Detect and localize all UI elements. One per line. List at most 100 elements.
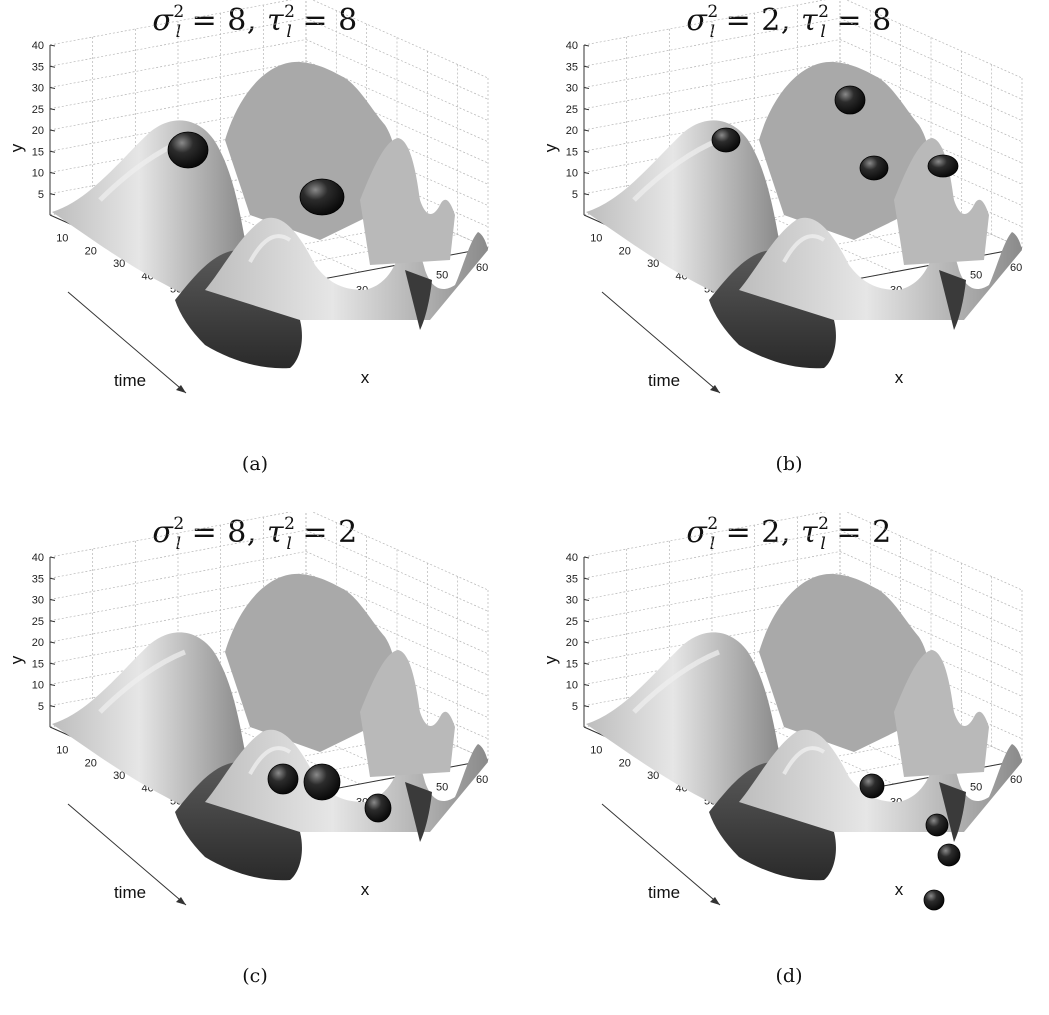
blob-marker xyxy=(711,127,741,153)
x-tick-label: 60 xyxy=(1010,774,1022,786)
y-tick-label: 30 xyxy=(566,595,578,607)
blob-marker xyxy=(834,85,866,115)
surface xyxy=(586,61,1022,369)
y-tick-label: 20 xyxy=(566,125,578,137)
blobs xyxy=(167,131,345,216)
y-tick-label: 40 xyxy=(566,40,578,52)
panel-title: σ2l = 2, τ2l = 8 xyxy=(686,2,892,42)
y-tick-label: 10 xyxy=(32,168,44,180)
blob-marker xyxy=(859,773,885,799)
y-tick-label: 25 xyxy=(32,616,44,628)
y-tick-label: 5 xyxy=(38,189,44,201)
y-tick-label: 10 xyxy=(32,680,44,692)
time-arrow-head xyxy=(176,385,186,393)
blob-marker xyxy=(927,154,959,178)
panel-caption: (d) xyxy=(775,965,803,987)
panel-a: σ2l = 8, τ2l = 8 5 10 15 20 25 30 35 40 10 20 30 40… xyxy=(0,0,510,495)
time-arrow-head xyxy=(710,897,720,905)
surface-plot: 510152025303540102030405060102030405060y… xyxy=(541,0,1023,394)
blob-marker xyxy=(937,843,961,867)
surface-highlight xyxy=(782,234,826,263)
surface-highlight xyxy=(782,746,826,775)
y-tick-label: 25 xyxy=(566,104,578,116)
surface-plot: 510152025303540102030405060102030405060y… xyxy=(7,0,489,394)
x-tick-label: 50 xyxy=(970,782,982,794)
surface xyxy=(586,573,1022,881)
y-axis-label: y xyxy=(541,143,560,152)
time-axis-label: time xyxy=(114,371,146,390)
y-tick-label: 5 xyxy=(572,701,578,713)
time-tick-label: 30 xyxy=(647,258,659,270)
surface-highlight xyxy=(632,649,720,714)
surface-ridge-back xyxy=(225,61,402,240)
time-arrow xyxy=(67,803,187,906)
blob-marker xyxy=(859,155,889,181)
y-tick-label: 40 xyxy=(566,552,578,564)
panel-caption: (c) xyxy=(242,965,268,987)
time-axis-label: time xyxy=(648,883,680,902)
time-tick-label: 30 xyxy=(647,770,659,782)
time-tick-label: 10 xyxy=(590,745,602,757)
surface-right-peaks xyxy=(360,138,455,265)
y-tick-label: 10 xyxy=(566,168,578,180)
surface-ridge-back xyxy=(759,573,936,752)
panel-title: σ2l = 8, τ2l = 2 xyxy=(152,514,358,554)
x-tick-label: 50 xyxy=(436,782,448,794)
x-axis-label: x xyxy=(895,368,904,387)
surface-ridge-back xyxy=(225,573,402,752)
surface-right-peaks xyxy=(894,138,989,265)
time-tick-label: 20 xyxy=(619,757,631,769)
y-axis-label: y xyxy=(541,655,560,664)
time-tick-label: 10 xyxy=(590,233,602,245)
y-tick-label: 25 xyxy=(566,616,578,628)
y-tick-label: 20 xyxy=(566,637,578,649)
panel-title: σ2l = 8, τ2l = 8 xyxy=(152,2,358,42)
panel-caption: (a) xyxy=(241,453,269,475)
blob-marker xyxy=(303,763,341,801)
blobs xyxy=(711,85,959,181)
y-tick-label: 5 xyxy=(572,189,578,201)
y-tick-label: 10 xyxy=(566,680,578,692)
y-tick-label: 35 xyxy=(566,573,578,585)
blob-marker xyxy=(925,813,949,837)
surface-ridge-back xyxy=(759,61,936,240)
blob-marker xyxy=(167,131,209,169)
y-tick-label: 20 xyxy=(32,125,44,137)
surface-dark-tail xyxy=(939,270,966,330)
y-tick-label: 20 xyxy=(32,637,44,649)
surface-highlight xyxy=(98,649,186,714)
surface-right-peaks xyxy=(894,650,989,777)
y-tick-label: 15 xyxy=(566,658,578,670)
y-tick-label: 30 xyxy=(566,83,578,95)
blobs xyxy=(267,763,392,823)
time-tick-label: 20 xyxy=(85,245,97,257)
time-axis-label: time xyxy=(648,371,680,390)
time-tick-label: 20 xyxy=(85,757,97,769)
blob-marker xyxy=(364,793,392,823)
x-axis-label: x xyxy=(361,368,370,387)
time-tick-label: 30 xyxy=(113,770,125,782)
x-tick-label: 50 xyxy=(970,270,982,282)
surface-dark-tail xyxy=(405,270,432,330)
y-tick-label: 15 xyxy=(566,146,578,158)
time-tick-label: 10 xyxy=(56,745,68,757)
time-arrow-head xyxy=(710,385,720,393)
panel-c: σ2l = 8, τ2l = 2 5 10 15 20 25 30 35 40 10 20 30 40… xyxy=(0,512,510,1007)
y-tick-label: 35 xyxy=(32,61,44,73)
surface-left-sheet xyxy=(586,120,779,301)
surface-highlight xyxy=(632,137,720,202)
blob-marker xyxy=(299,178,345,216)
x-axis-label: x xyxy=(361,880,370,899)
time-arrow-head xyxy=(176,897,186,905)
y-tick-label: 5 xyxy=(38,701,44,713)
panel-title: σ2l = 2, τ2l = 2 xyxy=(686,514,892,554)
y-tick-label: 40 xyxy=(32,40,44,52)
surface-left-sheet xyxy=(52,632,245,812)
time-arrow xyxy=(601,291,721,394)
y-tick-label: 15 xyxy=(32,146,44,158)
x-tick-label: 50 xyxy=(436,270,448,282)
time-axis-label: time xyxy=(114,883,146,902)
x-tick-label: 60 xyxy=(476,774,488,786)
y-tick-label: 40 xyxy=(32,552,44,564)
surface-right-peaks xyxy=(360,650,455,777)
